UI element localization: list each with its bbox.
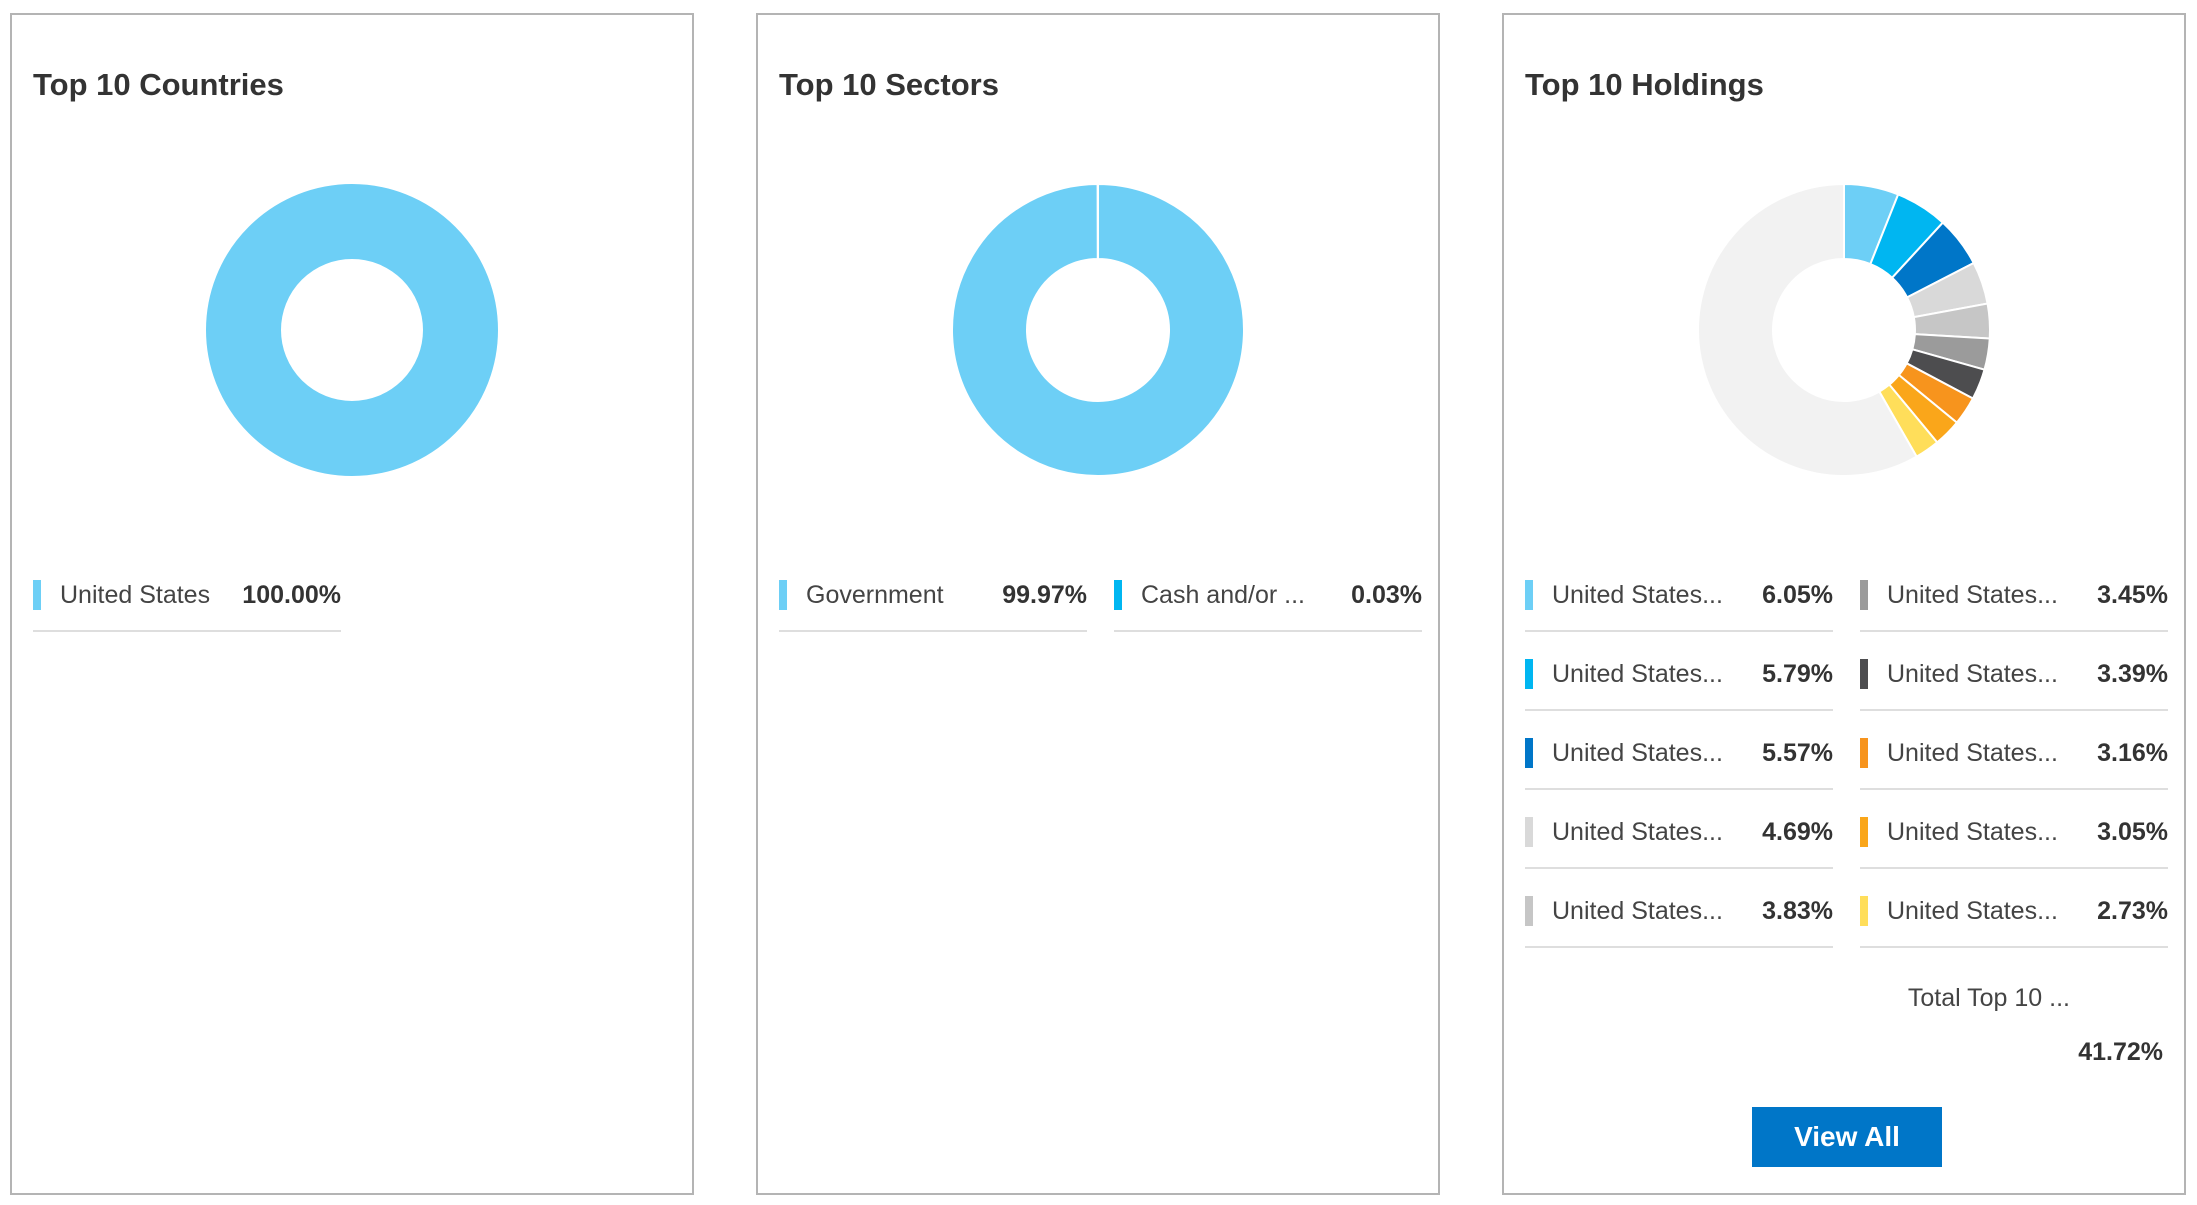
sectors-donut-chart: [951, 182, 1246, 477]
legend-item[interactable]: United States... 5.57%: [1525, 728, 1833, 790]
legend-item[interactable]: United States... 5.79%: [1525, 649, 1833, 711]
legend-swatch: [1525, 896, 1533, 926]
legend-value: 3.05%: [2097, 818, 2168, 846]
legend-swatch: [779, 580, 787, 610]
legend-value: 100.00%: [242, 581, 341, 609]
legend-value: 3.16%: [2097, 739, 2168, 767]
legend-label: Cash and/or ...: [1141, 581, 1305, 609]
legend-label: United States...: [1552, 581, 1723, 609]
legend-label: United States...: [1552, 660, 1723, 688]
legend-swatch: [1525, 738, 1533, 768]
legend-value: 5.57%: [1762, 739, 1833, 767]
legend-item[interactable]: Cash and/or ... 0.03%: [1114, 570, 1422, 632]
legend-swatch: [1860, 738, 1868, 768]
legend-label: United States...: [1552, 739, 1723, 767]
legend-value: 4.69%: [1762, 818, 1833, 846]
legend-item[interactable]: United States... 4.69%: [1525, 807, 1833, 869]
donut-slice[interactable]: [206, 184, 498, 476]
legend-value: 99.97%: [1002, 581, 1087, 609]
legend-swatch: [1860, 580, 1868, 610]
legend-item[interactable]: United States... 3.05%: [1860, 807, 2168, 869]
legend-value: 3.83%: [1762, 897, 1833, 925]
view-all-button[interactable]: View All: [1752, 1107, 1942, 1167]
legend-label: United States...: [1887, 739, 2058, 767]
legend-item[interactable]: United States... 3.45%: [1860, 570, 2168, 632]
total-label: Total Top 10 ...: [1907, 984, 2070, 1012]
legend-item[interactable]: United States... 3.16%: [1860, 728, 2168, 790]
legend-swatch: [1525, 817, 1533, 847]
legend-item[interactable]: Government 99.97%: [779, 570, 1087, 632]
card-title: Top 10 Sectors: [779, 67, 999, 102]
legend-value: 3.39%: [2097, 660, 2168, 688]
legend-value: 6.05%: [1762, 581, 1833, 609]
legend-value: 5.79%: [1762, 660, 1833, 688]
sectors-card: Top 10 Sectors Government 99.97% Cash an…: [756, 13, 1440, 1195]
donut-remainder-slice[interactable]: [1697, 182, 1918, 477]
legend-swatch: [1114, 580, 1122, 610]
legend-item[interactable]: United States... 3.39%: [1860, 649, 2168, 711]
legend-swatch: [1860, 659, 1868, 689]
legend-label: Government: [806, 581, 944, 609]
legend-swatch: [33, 580, 41, 610]
legend-label: United States: [60, 581, 211, 609]
legend-item[interactable]: United States... 2.73%: [1860, 886, 2168, 948]
legend-label: United States...: [1887, 897, 2058, 925]
legend-value: 3.45%: [2097, 581, 2168, 609]
legend-swatch: [1525, 580, 1533, 610]
card-title: Top 10 Countries: [33, 67, 284, 102]
legend-swatch: [1860, 896, 1868, 926]
holdings-donut-chart: [1697, 182, 1991, 477]
legend-label: United States...: [1552, 818, 1723, 846]
legend-item[interactable]: United States... 3.83%: [1525, 886, 1833, 948]
legend-value: 2.73%: [2097, 897, 2168, 925]
legend-item[interactable]: United States... 6.05%: [1525, 570, 1833, 632]
countries-donut-chart: [206, 184, 498, 476]
legend-value: 0.03%: [1351, 581, 1422, 609]
legend-label: United States...: [1552, 897, 1723, 925]
legend-label: United States...: [1887, 581, 2058, 609]
legend-label: United States...: [1887, 818, 2058, 846]
holdings-card: Top 10 Holdings United States... 6.05% U…: [1502, 13, 2186, 1195]
card-title: Top 10 Holdings: [1525, 67, 1764, 102]
legend-label: United States...: [1887, 660, 2058, 688]
countries-card: Top 10 Countries United States 100.00%: [10, 13, 694, 1195]
legend-swatch: [1860, 817, 1868, 847]
legend-swatch: [1525, 659, 1533, 689]
donut-slice[interactable]: [951, 182, 1246, 477]
legend-item[interactable]: United States 100.00%: [33, 570, 341, 632]
total-value: 41.72%: [2078, 1038, 2163, 1066]
